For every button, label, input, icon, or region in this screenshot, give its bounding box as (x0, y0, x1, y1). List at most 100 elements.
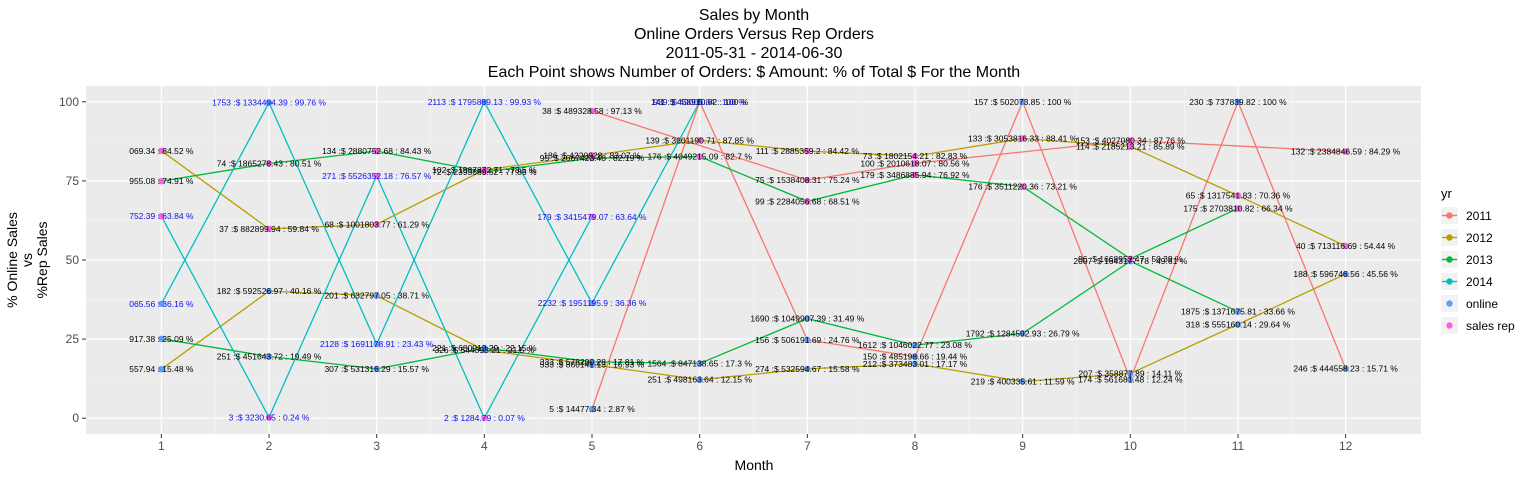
point-2013-sales-rep (588, 154, 596, 162)
x-tick-label: 2 (266, 439, 273, 453)
point-2012-online (1019, 378, 1026, 385)
point-label-2012-online: 251 :$ 498163.64 : 12.15 % (647, 375, 752, 385)
legend-label-2012: 2012 (1466, 231, 1493, 245)
point-label-2013-online: 251 :$ 451643.72 : 19.49 % (217, 352, 322, 362)
point-label-2012-sales-rep: 37 :$ 882899.94 : 59.84 % (219, 224, 319, 234)
point-label-2012-sales-rep: 114 :$ 2185213.21 : 85.89 % (1076, 141, 1185, 151)
point-2011-sales-rep (911, 160, 919, 167)
point-label-2012-sales-rep: 40 :$ 713116.69 : 54.44 % (1296, 241, 1396, 251)
point-label-2013-sales-rep: 95 :$ 2667423.48 : 82.19 % (540, 153, 645, 163)
y-tick-label: 25 (66, 332, 80, 346)
point-label-2014-sales-rep: 179 :$ 3415479.07 : 63.64 % (537, 212, 647, 222)
point-label-2014-sales-rep: 2 :$ 1284.79 : 0.07 % (444, 413, 525, 423)
legend-key-point (1446, 256, 1453, 263)
point-2013-online (1234, 308, 1242, 315)
point-label-2013-sales-rep: 955.08 : 74.91 % (129, 176, 194, 186)
point-2013-sales-rep (265, 160, 273, 167)
point-2011-online (1234, 98, 1242, 106)
point-label-2012-online: 188 :$ 596746.56 : 45.56 % (1293, 269, 1398, 279)
point-2011-online (1127, 376, 1134, 383)
point-2014-online (265, 99, 273, 106)
point-label-2013-online: 1792 :$ 1284592.93 : 26.79 % (966, 328, 1080, 338)
point-2012-sales-rep (696, 137, 703, 144)
point-2011-sales-rep (1342, 148, 1349, 155)
point-label-2013-sales-rep: 175 :$ 2703810.82 : 66.34 % (1183, 203, 1293, 213)
point-2013-online (158, 335, 165, 343)
point-2014-sales-rep (265, 414, 273, 421)
x-axis-label: Month (735, 457, 774, 473)
point-label-2012-online: 182 :$ 592526.97 : 40.16 % (217, 286, 322, 296)
x-tick-label: 4 (481, 439, 488, 453)
point-2014-online (588, 299, 596, 307)
point-2014-online (481, 98, 488, 106)
y-tick-label: 100 (59, 95, 79, 109)
y-axis-label-line-3: %Rep Sales (34, 221, 50, 298)
point-2013-online (373, 365, 380, 373)
point-2012-online (158, 366, 165, 373)
point-label-2012-sales-rep: 65 :$ 1317541.83 : 70.36 % (1186, 191, 1291, 201)
point-label-2011-sales-rep: 38 :$ 489328.58 : 97.13 % (542, 106, 642, 116)
x-axis-ticks: 1 2 3 4 5 6 7 8 9 10 11 12 (158, 434, 1353, 453)
point-label-2011-sales-rep: 75 :$ 1538408.31 : 75.24 % (755, 175, 860, 185)
point-2011-online (1342, 365, 1349, 372)
point-2011-online (911, 353, 919, 360)
point-label-2014-online: 2128 :$ 1691178.91 : 23.43 % (320, 339, 434, 349)
point-2012-online (373, 292, 380, 299)
x-tick-label: 3 (373, 439, 380, 453)
title-line-4: Each Point shows Number of Orders: $ Amo… (488, 64, 1020, 81)
point-2013-online (481, 344, 488, 352)
legend-title: yr (1441, 186, 1453, 201)
point-label-2012-online: 201 :$ 632797.05 : 38.71 % (324, 291, 429, 301)
y-axis-label-line-1: % Online Sales (4, 212, 20, 308)
point-label-2014-sales-rep: 3 :$ 3230.65 : 0.24 % (229, 412, 310, 422)
x-tick-label: 1 (158, 439, 165, 453)
point-label-2012-online: 212 :$ 373483.01 : 17.17 % (863, 359, 968, 369)
legend-label-2013: 2013 (1466, 253, 1493, 267)
point-2012-sales-rep (1019, 135, 1026, 142)
point-label-2013-online: 1690 :$ 1049907.39 : 31.49 % (750, 314, 864, 324)
legend-key-point (1446, 300, 1453, 307)
point-label-2013-sales-rep: 99 :$ 2284056.68 : 68.51 % (755, 196, 860, 206)
point-2014-online (373, 340, 380, 348)
chart-title: Sales by Month Online Orders Versus Rep … (488, 7, 1020, 81)
point-2012-online (1234, 321, 1242, 328)
x-tick-label: 9 (1019, 439, 1026, 453)
y-axis-label-line-2: vs (19, 253, 35, 267)
point-label-2012-online: 318 :$ 555160.14 : 29.64 % (1186, 319, 1291, 329)
point-2012-sales-rep (1127, 143, 1134, 150)
point-label-2012-sales-rep: 102 :$ 1987872.71 : 78.5 % (432, 165, 537, 175)
point-2013-online (911, 341, 919, 349)
point-2013-sales-rep (158, 177, 165, 185)
point-2012-online (911, 360, 919, 368)
point-label-2011-sales-rep: 153 :$ 4027080.34 : 87.76 % (1076, 136, 1186, 146)
point-label-2013-online: 2007 :$ 1643177.78 : 49.61 % (1073, 256, 1187, 266)
point-label-2011-online: 174 :$ 561681.48 : 12.24 % (1078, 374, 1183, 384)
point-label-2011-online: 141 :$ 458910.82 : 100 % (651, 97, 749, 107)
point-label-2012-online: 557.94 : 15.48 % (129, 364, 194, 374)
point-2014-online (158, 300, 165, 307)
point-label-2012-sales-rep: 139 :$ 3601190.71 : 87.85 % (645, 135, 754, 145)
point-label-2013-online: 1612 :$ 1046022.77 : 23.08 % (858, 340, 972, 350)
point-2014-sales-rep (373, 172, 380, 180)
x-tick-label: 5 (589, 439, 596, 453)
point-label-2014-online: 2113 :$ 1795889.13 : 99.93 % (428, 97, 542, 107)
point-2012-sales-rep (373, 221, 380, 228)
point-2013-sales-rep (481, 168, 488, 176)
point-2012-online (265, 287, 273, 295)
title-line-2: Online Orders Versus Rep Orders (634, 26, 874, 43)
point-label-2012-sales-rep: 186 :$ 4220928 : 83.07 % (543, 150, 641, 160)
point-label-2013-sales-rep: 134 :$ 2880752.68 : 84.43 % (322, 146, 432, 156)
point-label-2013-online: 221 :$ 680913.29 : 22.15 % (432, 343, 537, 353)
point-2011-online (804, 336, 811, 344)
legend-label-2014: 2014 (1466, 275, 1493, 289)
point-label-2013-online: 307 :$ 531316.29 : 15.57 % (324, 364, 429, 374)
point-label-2013-sales-rep: 176 :$ 3511220.36 : 73.21 % (968, 182, 1077, 192)
point-2013-sales-rep (1127, 255, 1134, 262)
legend-key-point (1446, 212, 1453, 219)
title-line-3: 2011-05-31 - 2014-06-30 (666, 45, 843, 62)
point-label-2013-sales-rep: 179 :$ 3486885.94 : 76.92 % (860, 170, 970, 180)
point-2011-sales-rep (1127, 137, 1134, 144)
point-label-2013-online: 917.38 : 25.09 % (129, 334, 194, 344)
point-label-2011-online: 150 :$ 485198.66 : 19.44 % (863, 352, 968, 362)
